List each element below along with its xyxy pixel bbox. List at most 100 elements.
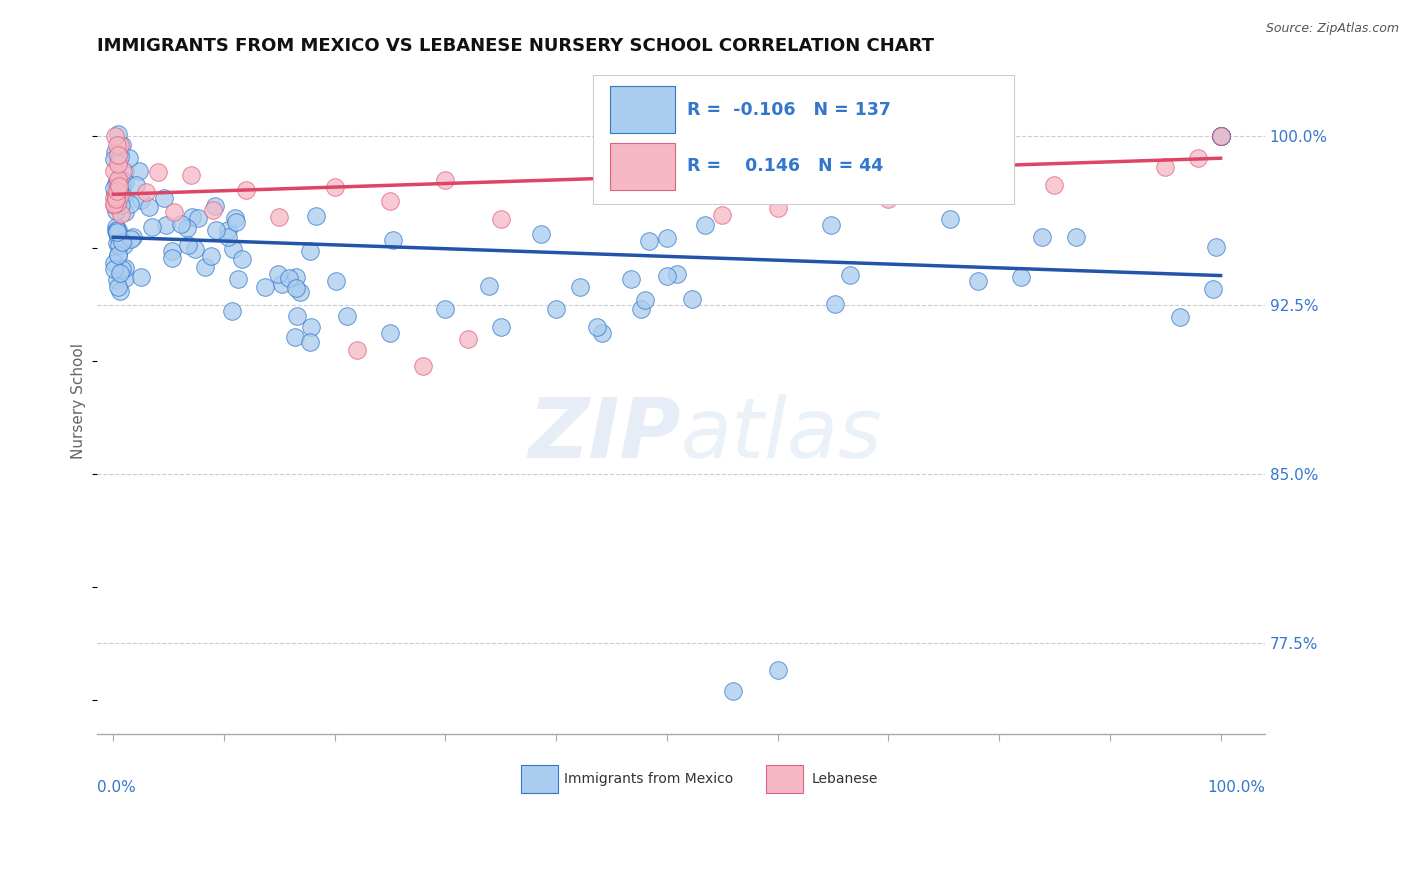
Point — [107, 152, 129, 166]
Point — [838, 268, 860, 283]
Point — [184, 242, 207, 256]
Point — [112, 238, 135, 252]
Point — [634, 293, 657, 307]
Point — [1168, 310, 1191, 324]
Point — [107, 172, 129, 186]
Point — [187, 211, 209, 226]
Point — [104, 186, 127, 201]
Point — [323, 179, 346, 194]
FancyBboxPatch shape — [520, 765, 558, 793]
Point — [110, 198, 132, 212]
Point — [107, 247, 129, 261]
Point — [107, 279, 129, 293]
Point — [1209, 128, 1232, 143]
Point — [325, 274, 347, 288]
Point — [205, 223, 228, 237]
Point — [1209, 128, 1232, 143]
Point — [107, 127, 129, 141]
Text: Immigrants from Mexico: Immigrants from Mexico — [564, 772, 733, 786]
Point — [766, 201, 789, 215]
Point — [103, 191, 125, 205]
Point — [103, 196, 125, 211]
Point — [1209, 128, 1232, 143]
Point — [1209, 128, 1232, 143]
FancyBboxPatch shape — [610, 86, 675, 133]
Point — [655, 231, 678, 245]
FancyBboxPatch shape — [766, 765, 803, 793]
Text: Source: ZipAtlas.com: Source: ZipAtlas.com — [1265, 22, 1399, 36]
Point — [378, 326, 401, 340]
Point — [107, 179, 129, 194]
Point — [105, 193, 128, 207]
Point — [122, 229, 145, 244]
Point — [378, 194, 401, 208]
Point — [284, 281, 307, 295]
Point — [103, 193, 125, 207]
Point — [120, 231, 142, 245]
Point — [103, 180, 125, 194]
Point — [591, 326, 613, 340]
Point — [103, 262, 125, 277]
Point — [107, 194, 129, 209]
Point — [412, 359, 434, 373]
Point — [153, 191, 176, 205]
Point — [221, 303, 243, 318]
Point — [1205, 240, 1227, 254]
Point — [1209, 128, 1232, 143]
Point — [180, 210, 202, 224]
Point — [434, 301, 457, 316]
Point — [107, 229, 129, 244]
Point — [766, 664, 789, 678]
Point — [200, 248, 222, 262]
Point — [1209, 128, 1232, 143]
Point — [108, 179, 131, 194]
Point — [1187, 151, 1209, 165]
Point — [620, 272, 643, 286]
Point — [170, 217, 193, 231]
Point — [277, 271, 299, 285]
Point — [177, 238, 200, 252]
Point — [155, 219, 177, 233]
Y-axis label: Nursery School: Nursery School — [72, 343, 86, 458]
Point — [336, 309, 359, 323]
Text: 0.0%: 0.0% — [97, 780, 135, 796]
Point — [530, 227, 553, 241]
Point — [434, 172, 457, 186]
FancyBboxPatch shape — [593, 75, 1014, 204]
Point — [382, 234, 405, 248]
Point — [105, 225, 128, 239]
Point — [568, 280, 591, 294]
Point — [1031, 230, 1053, 244]
Point — [104, 128, 127, 143]
Point — [489, 319, 512, 334]
Point — [111, 191, 134, 205]
Point — [457, 332, 479, 346]
Point — [163, 204, 186, 219]
Point — [112, 186, 135, 201]
Point — [180, 168, 202, 182]
Point — [104, 178, 127, 192]
Point — [253, 279, 276, 293]
Point — [107, 223, 129, 237]
Point — [288, 285, 311, 299]
Point — [110, 207, 132, 221]
Point — [118, 151, 141, 165]
Point — [176, 220, 198, 235]
Point — [1043, 178, 1066, 193]
Text: IMMIGRANTS FROM MEXICO VS LEBANESE NURSERY SCHOOL CORRELATION CHART: IMMIGRANTS FROM MEXICO VS LEBANESE NURSE… — [97, 37, 934, 55]
Point — [1209, 128, 1232, 143]
Point — [105, 273, 128, 287]
Point — [586, 320, 609, 334]
Point — [104, 190, 127, 204]
Point — [231, 252, 253, 266]
Point — [105, 195, 128, 210]
Point — [114, 204, 136, 219]
Point — [877, 192, 900, 206]
Point — [1010, 270, 1032, 285]
Point — [267, 267, 290, 281]
Point — [298, 244, 321, 258]
Point — [201, 203, 224, 218]
Point — [1209, 128, 1232, 143]
Point — [103, 152, 125, 166]
Point — [114, 271, 136, 285]
